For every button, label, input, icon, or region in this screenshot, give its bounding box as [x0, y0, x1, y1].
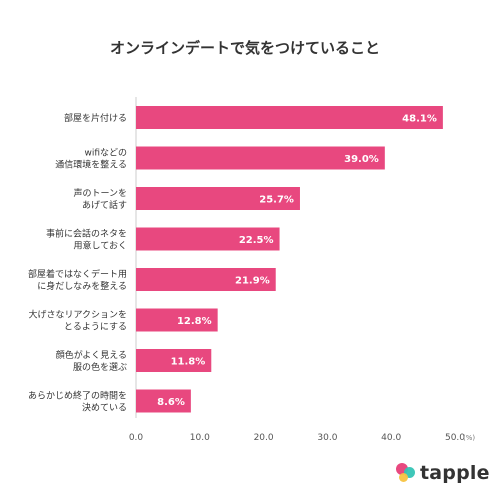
bar-value-label: 22.5% — [239, 235, 274, 246]
category-label: 部屋を片付ける — [64, 112, 127, 124]
x-tick-label: 10.0 — [190, 433, 210, 443]
logo-yellow-dot — [399, 473, 408, 482]
category-label: に身だしなみを整える — [37, 280, 127, 292]
category-label: 通信環境を整える — [55, 159, 127, 171]
category-label: あげて話す — [82, 199, 127, 211]
chart-title: オンラインデートで気をつけていること — [110, 39, 380, 57]
category-label: 事前に会話のネタを — [46, 228, 127, 240]
bar-value-label: 48.1% — [402, 114, 437, 125]
category-label: 服の色を選ぶ — [73, 361, 127, 373]
bar — [136, 308, 218, 332]
bar — [136, 227, 280, 251]
x-tick-label: 0.0 — [129, 433, 144, 443]
category-label: 決めている — [82, 402, 127, 414]
category-label: 声のトーンを — [73, 187, 127, 199]
category-label: 大げさなリアクションを — [28, 309, 127, 321]
bar — [136, 187, 300, 210]
bar-value-label: 25.7% — [259, 195, 294, 206]
category-label: 部屋着ではなくデート用 — [28, 268, 127, 280]
bar — [136, 349, 212, 372]
bar — [136, 268, 276, 291]
category-label: あらかじめ終了の時間を — [28, 390, 127, 402]
bar-value-label: 11.8% — [171, 357, 206, 368]
bar-value-label: 8.6% — [157, 397, 185, 408]
category-label: 顔色がよく見える — [56, 349, 127, 361]
x-tick-label: 40.0 — [381, 433, 401, 443]
x-tick-label: 50.0 — [445, 433, 465, 443]
bar — [136, 389, 191, 413]
category-label: とるようにする — [64, 322, 127, 333]
bar — [136, 146, 385, 170]
tapple-logo: tapple — [396, 462, 490, 484]
logo-teal-dot — [404, 467, 415, 478]
x-tick-label: 20.0 — [254, 433, 274, 443]
x-axis-ticks: 0.0 10.0 20.0 30.0 40.0 50.0 — [129, 433, 465, 443]
bar-value-label: 21.9% — [235, 276, 270, 287]
category-label: wifiなどの — [84, 148, 127, 159]
bar-value-label: 39.0% — [344, 154, 379, 165]
tapple-logo-icon — [396, 462, 416, 484]
category-label: 用意しておく — [74, 240, 127, 252]
x-axis-unit: (%) — [463, 434, 475, 442]
bar — [136, 106, 443, 129]
logo-text: tapple — [420, 462, 490, 484]
x-tick-label: 30.0 — [317, 433, 337, 443]
bar-value-label: 12.8% — [177, 316, 212, 327]
